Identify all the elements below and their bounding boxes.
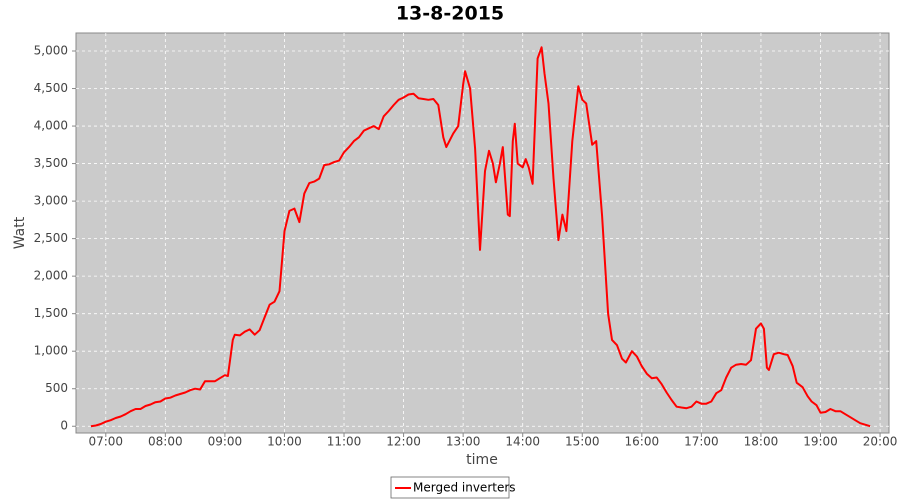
- legend: [390, 476, 510, 499]
- x-tick-label: 12:00: [386, 435, 421, 449]
- y-tick-label: 1,500: [34, 306, 68, 320]
- y-tick-label: 0: [60, 419, 68, 433]
- x-axis-label: time: [466, 452, 498, 468]
- x-tick-label: 19:00: [803, 435, 838, 449]
- x-tick-label: 07:00: [88, 435, 123, 449]
- x-tick-label: 20:00: [863, 435, 898, 449]
- y-tick-label: 1,000: [34, 344, 68, 358]
- legend-label: Merged inverters: [413, 481, 516, 495]
- y-tick-label: 4,500: [34, 81, 68, 95]
- x-tick-label: 08:00: [148, 435, 183, 449]
- data-line: [90, 46, 871, 428]
- chart-title: 13-8-2015: [396, 3, 504, 25]
- y-axis-label: Watt: [12, 216, 28, 249]
- x-tick-label: 17:00: [684, 435, 719, 449]
- x-tick-label: 09:00: [208, 435, 243, 449]
- x-tick-label: 13:00: [446, 435, 481, 449]
- y-tick-label: 2,500: [34, 231, 68, 245]
- x-tick-label: 10:00: [267, 435, 302, 449]
- x-tick-label: 11:00: [327, 435, 362, 449]
- x-tick-label: 15:00: [565, 435, 600, 449]
- y-tick-label: 4,000: [34, 119, 68, 133]
- y-tick-label: 500: [45, 381, 68, 395]
- x-tick-label: 16:00: [625, 435, 660, 449]
- y-tick-label: 2,000: [34, 269, 68, 283]
- y-tick-label: 3,000: [34, 194, 68, 208]
- x-tick-label: 18:00: [744, 435, 779, 449]
- x-tick-label: 14:00: [505, 435, 540, 449]
- y-tick-label: 5,000: [34, 44, 68, 58]
- y-tick-label: 3,500: [34, 156, 68, 170]
- plot-area: [75, 32, 890, 434]
